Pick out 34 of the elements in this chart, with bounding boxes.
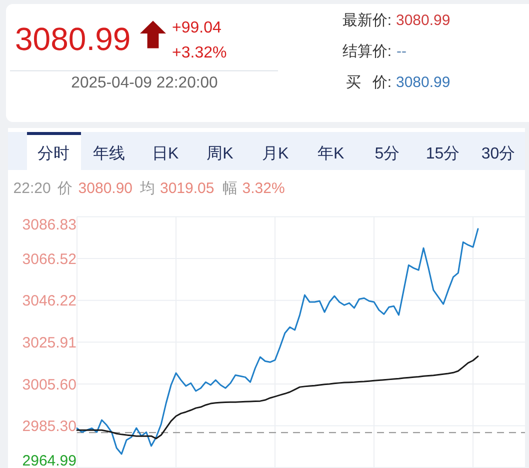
text: 月K (262, 146, 289, 162)
text: 最新价: (342, 12, 392, 29)
text: 3080.90 (78, 180, 133, 197)
text: 5分 (374, 146, 400, 162)
text: 年线 (92, 144, 125, 162)
y-tick-label: 2985.30 (22, 418, 76, 436)
text: +99.04 (172, 20, 222, 36)
y-tick-label: 3005.60 (22, 376, 76, 394)
text: 3019.05 (160, 180, 214, 197)
text: 年K (317, 146, 344, 162)
text: 3080.99 (396, 12, 450, 29)
text: 3080.99 (15, 21, 131, 57)
text: -- (396, 43, 406, 60)
text: 幅 (222, 180, 238, 197)
text: 分时 (37, 144, 70, 162)
text: 结算价: (342, 43, 392, 60)
text: 均 (139, 180, 155, 197)
text: 2025-04-09 22:20:00 (71, 74, 218, 92)
text: 3080.99 (396, 74, 450, 91)
chart: 2964.99 2985.30 3005.60 3025.91 3046.22 3066.52 3086.83 (22, 216, 526, 468)
text: 日K (152, 146, 179, 162)
y-tick-label: 3046.22 (22, 292, 76, 310)
text: +3.32% (172, 44, 227, 62)
y-tick-label: 2964.99 (22, 452, 76, 468)
text: 周K (206, 146, 234, 162)
y-tick-label: 3025.91 (22, 334, 76, 352)
y-tick-label: 3086.83 (22, 216, 76, 234)
text: 价 (56, 180, 72, 197)
text: 3.32% (242, 180, 285, 197)
text: 22:20 (13, 180, 51, 197)
y-tick-label: 3066.52 (22, 250, 76, 268)
text: 买 价: (346, 74, 392, 91)
text: 15分 (426, 146, 460, 162)
text: 30分 (481, 146, 516, 162)
